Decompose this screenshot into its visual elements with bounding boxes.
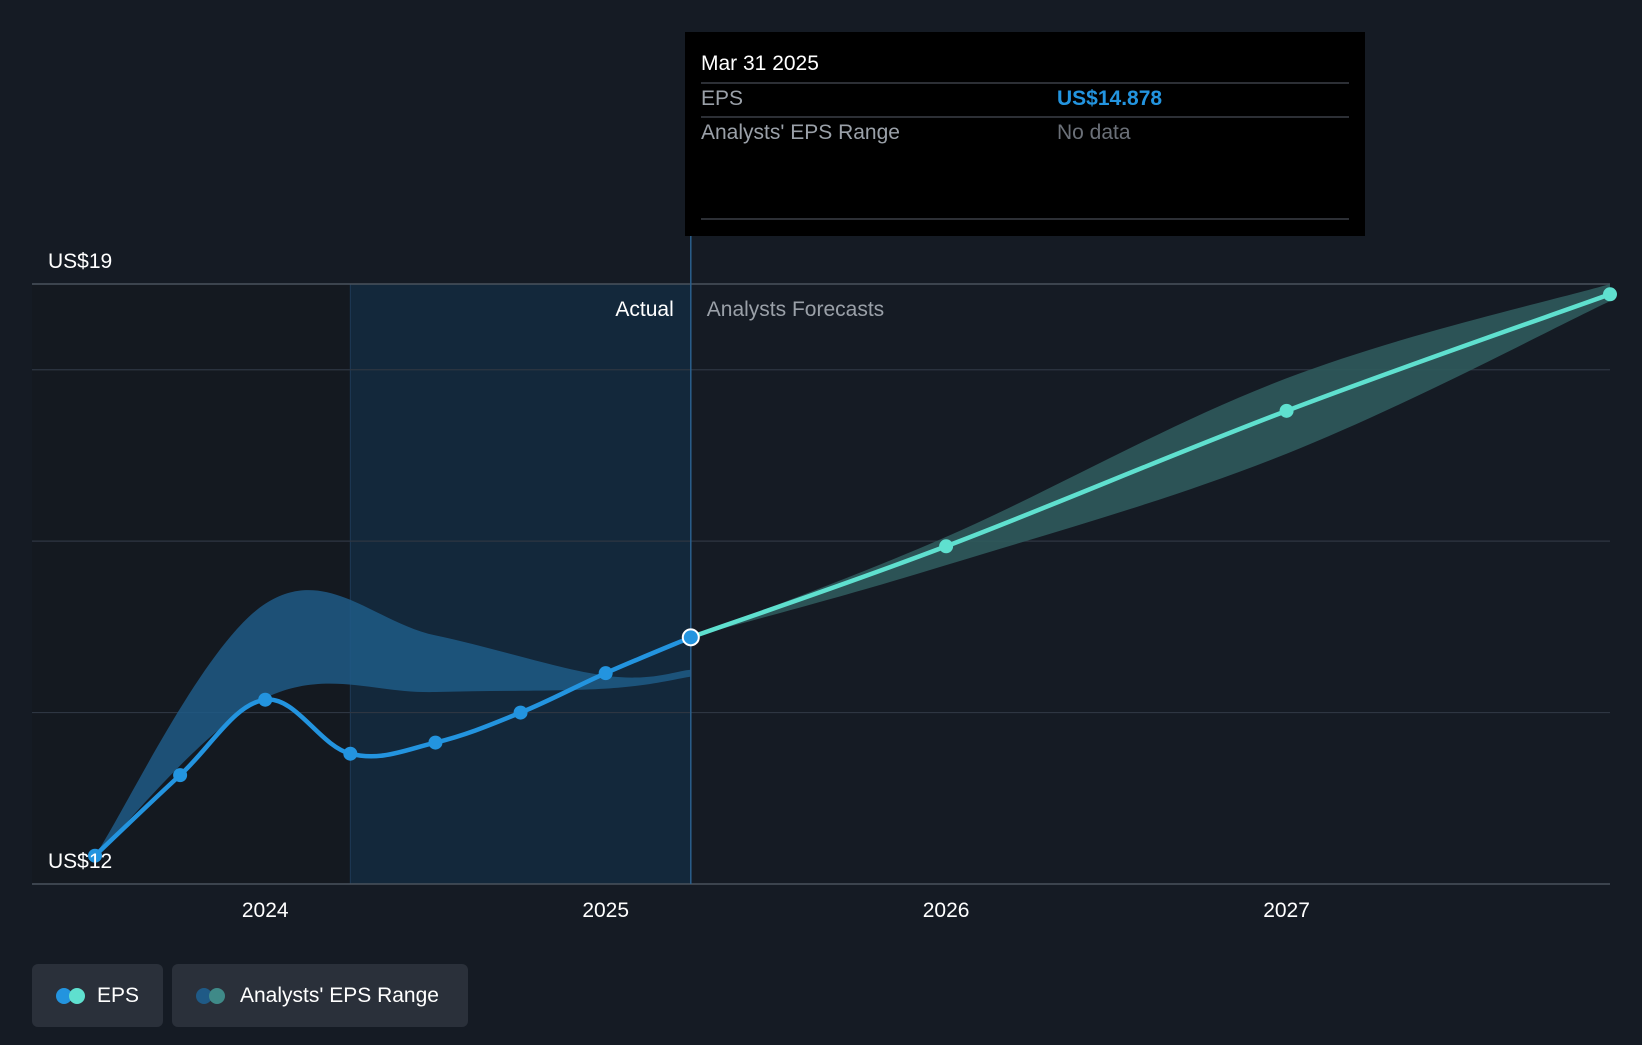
x-axis-tick-label: 2026 bbox=[923, 899, 970, 922]
legend-eps-label: EPS bbox=[97, 984, 139, 1008]
eps-forecast-point[interactable] bbox=[939, 539, 953, 553]
eps-point-highlighted[interactable] bbox=[683, 629, 699, 645]
tooltip-eps-value: US$14.878 bbox=[1057, 87, 1162, 110]
eps-forecast-point[interactable] bbox=[1603, 287, 1617, 301]
eps-actual-point[interactable] bbox=[343, 747, 357, 761]
x-axis-labels: 2024 2025 2026 2027 bbox=[242, 899, 1310, 922]
x-axis-tick-label: 2027 bbox=[1263, 899, 1310, 922]
range-dots-icon bbox=[196, 988, 226, 1004]
eps-actual-point[interactable] bbox=[514, 706, 528, 720]
eps-actual-point[interactable] bbox=[173, 768, 187, 782]
tooltip-range-value: No data bbox=[1057, 121, 1131, 144]
chart-canvas: US$19 2024 2025 2026 2027 Actual Analysts F… bbox=[0, 0, 1642, 1040]
x-axis-tick-label: 2024 bbox=[242, 899, 289, 922]
tooltip-eps-label: EPS bbox=[701, 87, 743, 110]
y-axis-min-label: US$12 bbox=[48, 850, 112, 873]
pre-period-background bbox=[32, 284, 350, 884]
eps-actual-point[interactable] bbox=[599, 666, 613, 680]
eps-actual-point[interactable] bbox=[258, 693, 272, 707]
actual-section-label: Actual bbox=[615, 298, 673, 321]
actual-period-shade bbox=[350, 284, 690, 884]
legend-range-label: Analysts' EPS Range bbox=[240, 984, 439, 1008]
eps-chart: US$19 2024 2025 2026 2027 Actual Analysts F… bbox=[0, 0, 1642, 1040]
hover-tooltip: Mar 31 2025 EPS US$14.878 Analysts' EPS … bbox=[685, 32, 1365, 236]
tooltip-range-label: Analysts' EPS Range bbox=[701, 121, 900, 144]
eps-actual-point[interactable] bbox=[428, 736, 442, 750]
eps-dots-icon bbox=[56, 988, 83, 1004]
legend-eps[interactable]: EPS bbox=[32, 964, 163, 1027]
legend-analysts-eps-range[interactable]: Analysts' EPS Range bbox=[172, 964, 468, 1027]
tooltip-date: Mar 31 2025 bbox=[701, 52, 819, 75]
forecast-section-label: Analysts Forecasts bbox=[707, 298, 884, 321]
eps-forecast-point[interactable] bbox=[1280, 404, 1294, 418]
forecast-range-band bbox=[691, 284, 1610, 637]
x-axis-tick-label: 2025 bbox=[582, 899, 629, 922]
y-axis-max-label: US$19 bbox=[48, 250, 112, 273]
